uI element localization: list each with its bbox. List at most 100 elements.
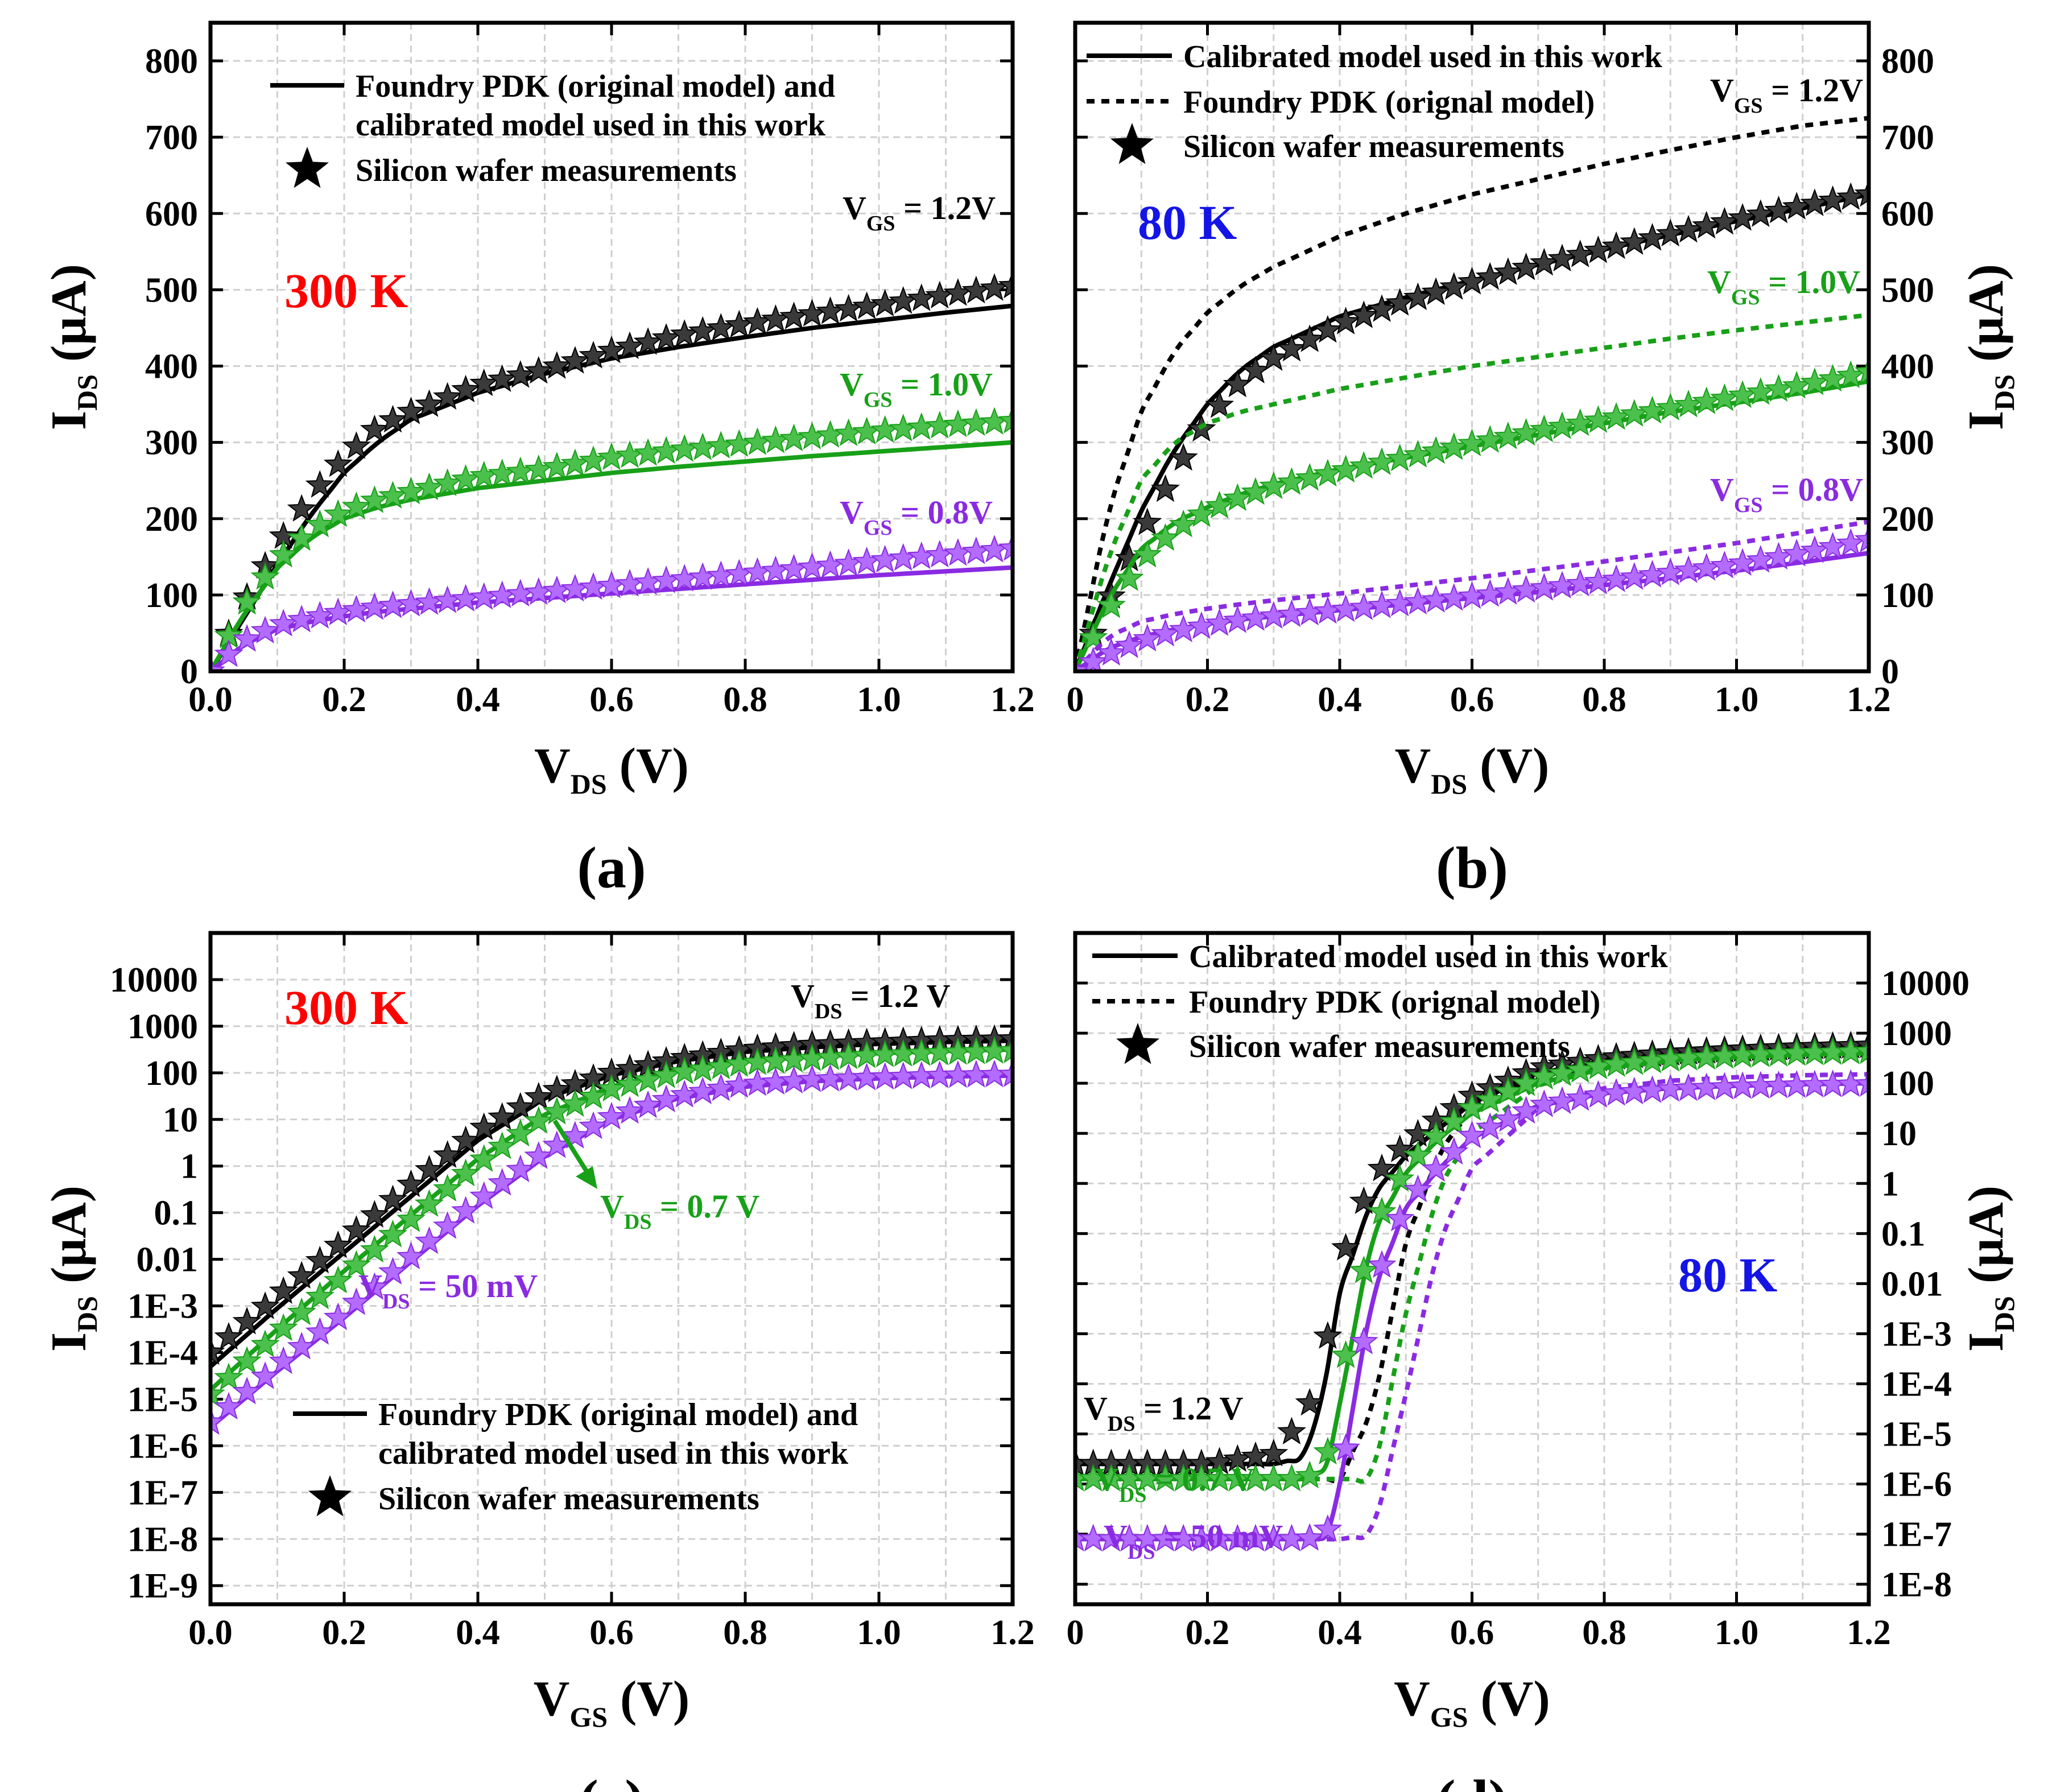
y-tick-label: 0.1 (154, 1194, 199, 1233)
data-star-marker (1277, 1417, 1307, 1445)
data-star-marker (1674, 214, 1703, 243)
series-annotation-rest: = 1.2V (895, 189, 996, 226)
data-star-marker (1547, 571, 1577, 599)
data-star-marker (597, 1073, 626, 1102)
x-tick-label: 0.6 (1450, 1613, 1494, 1652)
series-annotation-rest: = 50 mV (1155, 1518, 1283, 1555)
x-axis-label-main: V (534, 1671, 570, 1727)
data-star-marker (1367, 1196, 1397, 1225)
data-star-marker (706, 1073, 736, 1101)
data-star-marker (1746, 199, 1776, 228)
data-star-marker (1259, 343, 1289, 371)
y-tick-label: 400 (145, 348, 198, 386)
series-annotation-main: V (1710, 72, 1734, 109)
data-star-marker (1367, 591, 1397, 618)
data-star-marker (250, 1291, 280, 1319)
y-tick-label: 0.01 (137, 1241, 199, 1279)
data-star-marker (1367, 1153, 1397, 1182)
data-star-marker (1764, 195, 1794, 224)
data-star-marker (1349, 1327, 1378, 1355)
y-tick-label: 10000 (1881, 964, 1969, 1003)
data-star-marker (1403, 1140, 1432, 1168)
data-star-marker (852, 416, 882, 445)
x-axis-label-rest: (V) (608, 1671, 689, 1727)
data-star-marker (1385, 1164, 1415, 1192)
x-tick-label: 0.6 (1450, 680, 1494, 719)
data-star-marker (834, 418, 864, 447)
x-tick-label: 1.0 (857, 680, 901, 719)
x-tick-label: 0.8 (1582, 1613, 1626, 1652)
data-star-marker (998, 1059, 1013, 1087)
data-star-marker (1349, 1186, 1378, 1215)
data-star-marker (1349, 1256, 1378, 1283)
series-annotation-main: V (1104, 1518, 1128, 1555)
legend-a: Foundry PDK (original model) and calibrat… (270, 69, 835, 188)
series-annotation-rest: = 1.2V (1763, 72, 1864, 109)
data-star-marker (1403, 282, 1432, 311)
panel-b: 0 0.2 0.4 0.6 0.8 1.0 1.2010020030040050060070… (1067, 20, 2020, 901)
y-tick-label: 700 (145, 118, 198, 157)
y-tick-label: 800 (145, 42, 198, 81)
y-axis-label: IDS (μA) (1959, 264, 2020, 430)
x-tick-label: 1.2 (990, 1613, 1035, 1652)
legend-text-star: Silicon wafer measurements (356, 153, 737, 188)
data-star-marker (1205, 390, 1234, 418)
plot-area-d (1075, 1030, 1869, 1552)
data-star-marker (488, 1168, 517, 1196)
data-star-marker (250, 561, 280, 590)
data-star-marker (597, 1101, 626, 1130)
series-annotation: VDS = 1.2 V (791, 977, 950, 1023)
data-star-marker (1385, 588, 1415, 617)
data-star-marker (1114, 630, 1144, 658)
legend-text-solid: Calibrated model used in this work (1183, 39, 1662, 75)
data-star-marker (250, 616, 280, 644)
data-star-marker (341, 431, 371, 459)
data-star-marker (560, 1121, 590, 1149)
data-star-marker (1295, 1388, 1324, 1416)
data-star-marker (943, 409, 973, 437)
data-star-marker (1439, 1137, 1469, 1165)
data-star-marker (1566, 568, 1595, 597)
data-star-marker (1150, 523, 1180, 551)
data-star-marker (1168, 614, 1198, 643)
series-annotation-sub: GS (1731, 286, 1760, 309)
data-star-marker (305, 509, 335, 538)
data-star-marker (870, 288, 900, 317)
legend-text-line: Foundry PDK (original model) and (356, 69, 835, 104)
data-star-marker (1331, 455, 1361, 483)
temperature-label: 80 K (1138, 195, 1237, 250)
data-star-marker (615, 1096, 645, 1124)
data-star-marker (210, 656, 225, 671)
data-star-marker (1601, 564, 1631, 592)
legend-b: Calibrated model used in this work Foundr… (1087, 39, 1662, 164)
data-star-marker (524, 1141, 554, 1169)
data-star-marker (1493, 1104, 1523, 1132)
data-star-marker (232, 587, 262, 615)
data-star-marker (1241, 477, 1270, 505)
y-tick-label: 700 (1881, 118, 1934, 157)
series-annotation-main: V (1707, 263, 1731, 300)
data-star-marker (779, 1066, 809, 1094)
data-star-marker (488, 459, 517, 486)
y-tick-label: 500 (145, 271, 198, 309)
data-star-marker (1457, 428, 1487, 457)
y-tick-label: 10000 (110, 961, 198, 1000)
plot-area-b (1075, 115, 1869, 671)
x-tick-label: 0 (1067, 1613, 1084, 1652)
data-star-marker (1583, 235, 1613, 263)
x-tick-label: 0.8 (723, 1613, 767, 1652)
data-star-marker (506, 1092, 535, 1120)
data-star-marker (488, 1102, 517, 1130)
data-star-marker (524, 1106, 554, 1134)
data-star-marker (451, 374, 481, 403)
panel-label: (d) (1436, 1768, 1508, 1792)
data-star-marker (1223, 483, 1252, 511)
data-star-marker (597, 442, 626, 470)
series-annotation-rest: = 1.2 V (842, 977, 950, 1014)
legend-star-marker (286, 147, 329, 188)
data-star-marker (1331, 1433, 1361, 1461)
data-star-marker (560, 1089, 590, 1117)
y-axis-label-sub: DS (1988, 374, 2020, 411)
data-star-marker (524, 1081, 554, 1110)
